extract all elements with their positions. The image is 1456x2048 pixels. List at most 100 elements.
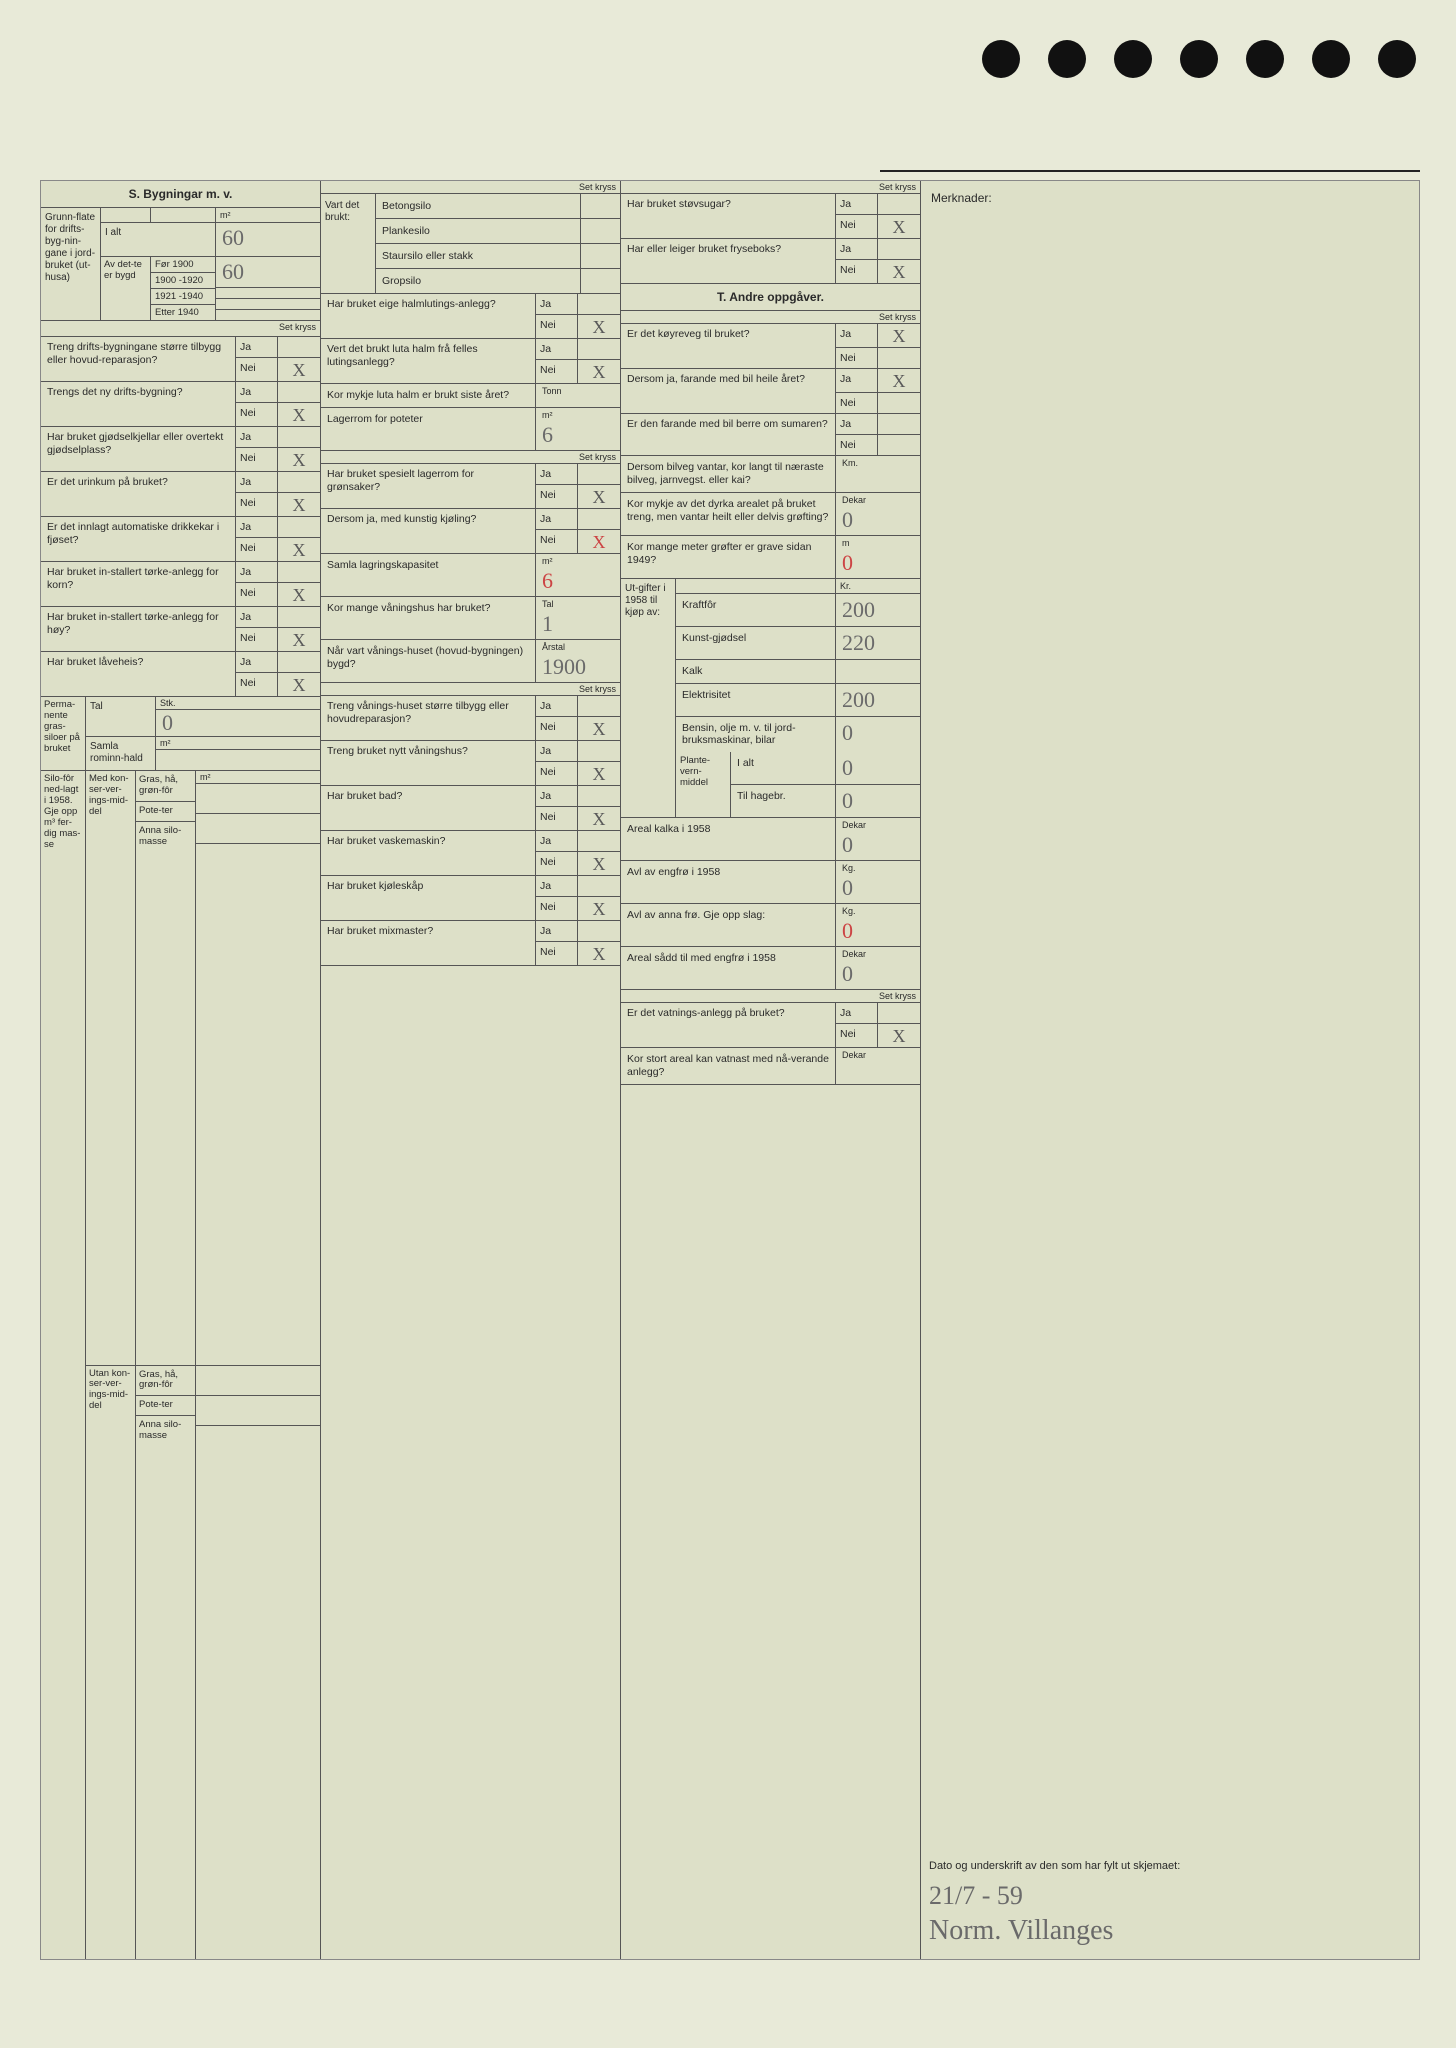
c1q-ja-mark-6 [278,607,320,627]
c3v2-unit-2: Kg. [842,906,914,916]
vart-brukt-label: Vart det brukt: [321,194,376,293]
c1q-label-3: Er det urinkum på bruket? [41,472,236,516]
c2q3-nei-3: Nei [536,852,578,875]
c2q2-label-0: Har bruket spesielt lagerrom for grønsak… [321,464,536,508]
c1q-ja-mark-1 [278,382,320,402]
c2q3-label-5: Har bruket mixmaster? [321,921,536,965]
c3top-row-0: Har bruket støvsugar? Ja Nei X [621,194,920,239]
c2q2-nei-0: Nei [536,485,578,508]
c2q2-ja-mark-0 [578,464,620,484]
c3v2-row-1: Avl av engfrø i 1958 Kg. 0 [621,861,920,904]
tal-unit: Stk. [156,697,320,710]
utg-label-1: Kunst-gjødsel [676,627,836,659]
c2v2-row-0: Samla lagringskapasitet m² 6 [321,554,620,597]
c3tq-ja-mark-0: X [878,324,920,347]
c1q-nei-mark-7: X [278,673,320,696]
c3top-ja-mark-1 [878,239,920,259]
signature-date: 21/7 - 59 [929,1879,1411,1913]
c2q3-row-5: Har bruket mixmaster? Ja Nei X [321,921,620,966]
set-kryss-3b: Set kryss [621,311,920,324]
c2q3-ja-mark-5 [578,921,620,941]
c1q-ja-1: Ja [236,382,278,402]
c3v1-value-2: 0 [842,550,914,576]
set-kryss-3: Set kryss [621,181,920,194]
c3top-ja-0: Ja [836,194,878,214]
period-1: 1900 -1920 [151,273,215,289]
c3v2-value-1: 0 [842,875,914,901]
c1q-label-1: Trengs det ny drifts-bygning? [41,382,236,426]
c2q3-nei-1: Nei [536,762,578,785]
utg-value-1: 220 [836,627,920,659]
c1q-row-6: Har bruket in-stallert tørke-anlegg for … [41,607,320,652]
av-dette-label: Av det-te er bygd [101,257,151,320]
permanente-label: Perma-nente gras-siloer på bruket [41,697,86,770]
column-1: S. Bygningar m. v. Grunn-flate for drift… [41,181,321,1959]
c3v2-row-3: Areal sådd til med engfrø i 1958 Dekar 0 [621,947,920,990]
vart-row-0: Betongsilo [376,194,620,219]
c1q-nei-mark-2: X [278,448,320,471]
c3v2-label-1: Avl av engfrø i 1958 [621,861,836,903]
utgifter-label: Ut-gifter i 1958 til kjøp av: [621,579,676,817]
c2q3-ja-1: Ja [536,741,578,761]
c3v2-unit-0: Dekar [842,820,914,830]
c1q-ja-mark-3 [278,472,320,492]
utg-value-3: 200 [836,684,920,716]
silo-item-1b: Pote-ter [136,1396,195,1416]
c2q3-label-1: Treng bruket nytt våningshus? [321,741,536,785]
c1q-nei-0: Nei [236,358,278,381]
c2q3-nei-mark-4: X [578,897,620,920]
plante-label: Plante-vern-middel [676,752,731,817]
c1q-nei-4: Nei [236,538,278,561]
c2v2-value-1: 1 [542,611,614,637]
c2q1-nei-0: Nei [536,315,578,338]
utg-value-4: 0 [836,717,920,752]
c3qb-ja-0: Ja [836,1003,878,1023]
ialt-label: I alt [101,223,216,256]
c2q3-nei-5: Nei [536,942,578,965]
c3v2-value-2: 0 [842,918,914,944]
c3v2-label-3: Areal sådd til med engfrø i 1958 [621,947,836,989]
c2q3-label-4: Har bruket kjøleskåp [321,876,536,920]
silo-item-0b: Gras, hå, grøn-fôr [136,1366,195,1397]
c3tq-ja-2: Ja [836,414,878,434]
tal-label: Tal [86,697,156,736]
section-t-title: T. Andre oppgåver. [621,284,920,311]
c3top-label-0: Har bruket støvsugar? [621,194,836,238]
c2q3-nei-4: Nei [536,897,578,920]
signature-name: Norm. Villanges [929,1913,1411,1949]
c3v1-label-0: Dersom bilveg vantar, kor langt til næra… [621,456,836,492]
c3tq-label-2: Er den farande med bil berre om sumaren? [621,414,836,455]
c2q3-row-4: Har bruket kjøleskåp Ja Nei X [321,876,620,921]
c2q3-label-0: Treng vånings-huset større tilbygg eller… [321,696,536,740]
set-kryss-3c: Set kryss [621,990,920,1003]
c3top-ja-1: Ja [836,239,878,259]
c1q-ja-4: Ja [236,517,278,537]
c1q-row-1: Trengs det ny drifts-bygning? Ja Nei X [41,382,320,427]
c2q2-label-1: Dersom ja, med kunstig kjøling? [321,509,536,553]
c3tq-row-2: Er den farande med bil berre om sumaren?… [621,414,920,456]
c2v1-label-0: Kor mykje luta halm er brukt siste året? [321,384,536,407]
c2q1-nei-1: Nei [536,360,578,383]
c3v2-unit-3: Dekar [842,949,914,959]
c2q1-label-1: Vert det brukt luta halm frå felles luti… [321,339,536,383]
c3qb-nei-mark-0: X [878,1024,920,1047]
c2q3-ja-2: Ja [536,786,578,806]
c2q1-label-0: Har bruket eige halmlutings-anlegg? [321,294,536,338]
c3v1-row-2: Kor mange meter grøfter er grave sidan 1… [621,536,920,579]
plante-ialt-val: 0 [836,752,920,784]
c3tq-row-0: Er det køyreveg til bruket? Ja X Nei [621,324,920,369]
c2q3-ja-4: Ja [536,876,578,896]
c2v2-unit-0: m² [542,556,614,566]
section-s-title: S. Bygningar m. v. [41,181,320,208]
c3v1-label-2: Kor mange meter grøfter er grave sidan 1… [621,536,836,578]
c2q2-row-1: Dersom ja, med kunstig kjøling? Ja Nei X [321,509,620,554]
c1q-nei-mark-4: X [278,538,320,561]
period-0-val: 60 [216,257,320,288]
c1q-row-0: Treng drifts-bygningane større tilbygg e… [41,337,320,382]
c3top-ja-mark-0 [878,194,920,214]
c1q-nei-mark-3: X [278,493,320,516]
c1q-ja-0: Ja [236,337,278,357]
vart-row-1: Plankesilo [376,219,620,244]
c2v1-unit-0: Tonn [542,386,614,396]
ialt-value: 60 [216,223,320,256]
